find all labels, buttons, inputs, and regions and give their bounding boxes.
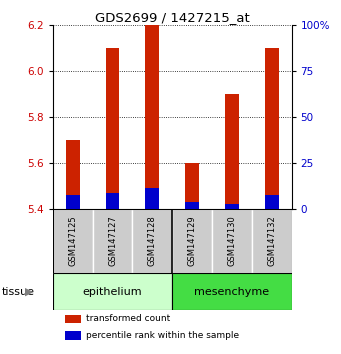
Bar [66,195,80,209]
Text: GSM147132: GSM147132 [267,216,276,267]
Bar [53,273,172,310]
Bar [172,273,292,310]
Bar [65,315,81,323]
Text: transformed count: transformed count [86,314,170,323]
Text: GSM147128: GSM147128 [148,216,157,267]
Bar [185,202,199,209]
Bar [172,209,212,273]
Text: tissue: tissue [2,287,35,297]
Text: epithelium: epithelium [83,287,142,297]
Text: percentile rank within the sample: percentile rank within the sample [86,331,239,339]
Text: GSM147130: GSM147130 [227,216,236,267]
Bar [145,188,159,209]
Bar [212,209,252,273]
Text: mesenchyme: mesenchyme [194,287,269,297]
Bar [145,25,159,209]
Text: GSM147129: GSM147129 [188,216,197,267]
Bar [106,48,119,209]
Title: GDS2699 / 1427215_at: GDS2699 / 1427215_at [95,11,250,24]
Bar [185,163,199,209]
Bar [65,331,81,339]
Text: GSM147127: GSM147127 [108,216,117,267]
Bar [93,209,132,273]
Bar [225,94,239,209]
Bar [53,209,93,273]
Bar [265,195,279,209]
Bar [106,193,119,209]
Bar [132,209,172,273]
Bar [225,204,239,209]
Bar [252,209,292,273]
Bar [66,140,80,209]
Bar [265,48,279,209]
Text: ▶: ▶ [25,287,33,297]
Text: GSM147125: GSM147125 [68,216,77,267]
